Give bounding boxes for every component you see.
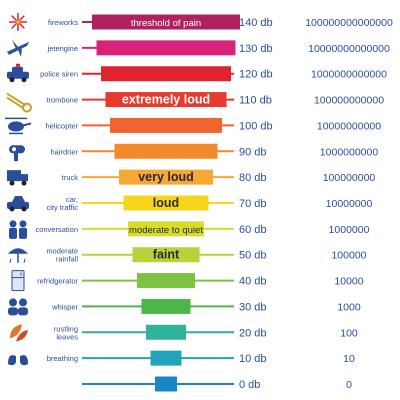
level-bar (119, 169, 213, 185)
db-label: 60 db (239, 224, 267, 236)
intensity-label: 100000 (331, 250, 366, 262)
level-bar (141, 298, 191, 314)
level-bar (96, 40, 236, 56)
level-bar (105, 92, 227, 108)
db-label: 120 db (239, 69, 273, 81)
intensity-label: 100000000000 (314, 95, 384, 107)
db-label: 0 db (239, 379, 260, 391)
level-bar (114, 143, 218, 159)
db-label: 20 db (239, 327, 267, 339)
intensity-label: 10000000 (326, 198, 373, 210)
intensity-label: 10000 (334, 276, 363, 288)
level-bar (92, 14, 240, 30)
source-label: trombone (46, 96, 78, 105)
intensity-label: 1000000 (329, 224, 370, 236)
level-bar (110, 117, 222, 133)
band-label: loud (153, 196, 179, 210)
conversation-icon (9, 220, 27, 239)
db-label: 100 db (239, 120, 273, 132)
db-label: 130 db (239, 43, 273, 55)
intensity-label: 1000000000000 (311, 69, 387, 81)
lungs-icon (8, 350, 28, 366)
source-label: moderate (46, 247, 78, 256)
db-label: 40 db (239, 276, 267, 288)
band-label: threshold of pain (131, 18, 201, 29)
jet-icon (7, 39, 29, 57)
fireworks-icon (9, 13, 27, 31)
source-label: police siren (40, 70, 78, 79)
whisper-icon (8, 298, 28, 316)
source-label: refridgerator (37, 277, 78, 286)
db-label: 50 db (239, 250, 267, 262)
source-label: car, (66, 195, 78, 204)
intensity-label: 100000000 (323, 172, 376, 184)
band-label: extremely loud (122, 93, 210, 107)
level-bar (123, 195, 209, 211)
level-bar (101, 66, 231, 82)
intensity-label: 100000000000000 (305, 17, 393, 29)
level-bar (146, 324, 186, 340)
db-label: 80 db (239, 172, 267, 184)
source-label: truck (62, 173, 79, 182)
intensity-label: 10 (343, 353, 355, 365)
leaves-icon (10, 324, 28, 342)
intensity-label: 10000000000 (317, 120, 381, 132)
source-label: leaves (56, 332, 78, 341)
car-icon (7, 196, 29, 212)
rain-icon (8, 248, 28, 263)
source-label: conversation (35, 225, 78, 234)
level-bar (132, 247, 200, 263)
police-car-icon (7, 63, 29, 83)
band-label: faint (153, 248, 180, 262)
level-bar (128, 221, 204, 237)
band-label: moderate to quiet (129, 225, 203, 236)
source-label: rustling (54, 324, 78, 333)
level-bar (150, 350, 182, 366)
db-label: 140 db (239, 17, 273, 29)
source-label: breathing (47, 354, 78, 363)
db-label: 70 db (239, 198, 267, 210)
helicopter-icon (5, 117, 32, 135)
source-label: rainfall (56, 255, 78, 264)
source-label: jetengine (47, 44, 78, 53)
intensity-label: 1000000000 (320, 146, 379, 158)
trombone-icon (6, 92, 32, 113)
source-label: hairdrier (50, 147, 78, 156)
level-bar (137, 273, 195, 289)
intensity-label: 0 (346, 379, 352, 391)
source-label: helicopter (45, 121, 78, 130)
db-label: 90 db (239, 146, 267, 158)
truck-icon (7, 170, 28, 186)
level-bar (155, 376, 177, 392)
band-label: very loud (138, 170, 194, 184)
source-label: city traffic (46, 203, 78, 212)
db-label: 110 db (239, 95, 272, 107)
intensity-label: 10000000000000 (308, 43, 390, 55)
source-label: whisper (51, 302, 78, 311)
hairdryer-icon (9, 145, 25, 162)
refrigerator-icon (11, 270, 25, 292)
intensity-label: 1000 (337, 301, 361, 313)
intensity-label: 100 (340, 327, 358, 339)
db-label: 10 db (239, 353, 267, 365)
db-label: 30 db (239, 301, 267, 313)
source-label: fireworks (48, 18, 78, 27)
